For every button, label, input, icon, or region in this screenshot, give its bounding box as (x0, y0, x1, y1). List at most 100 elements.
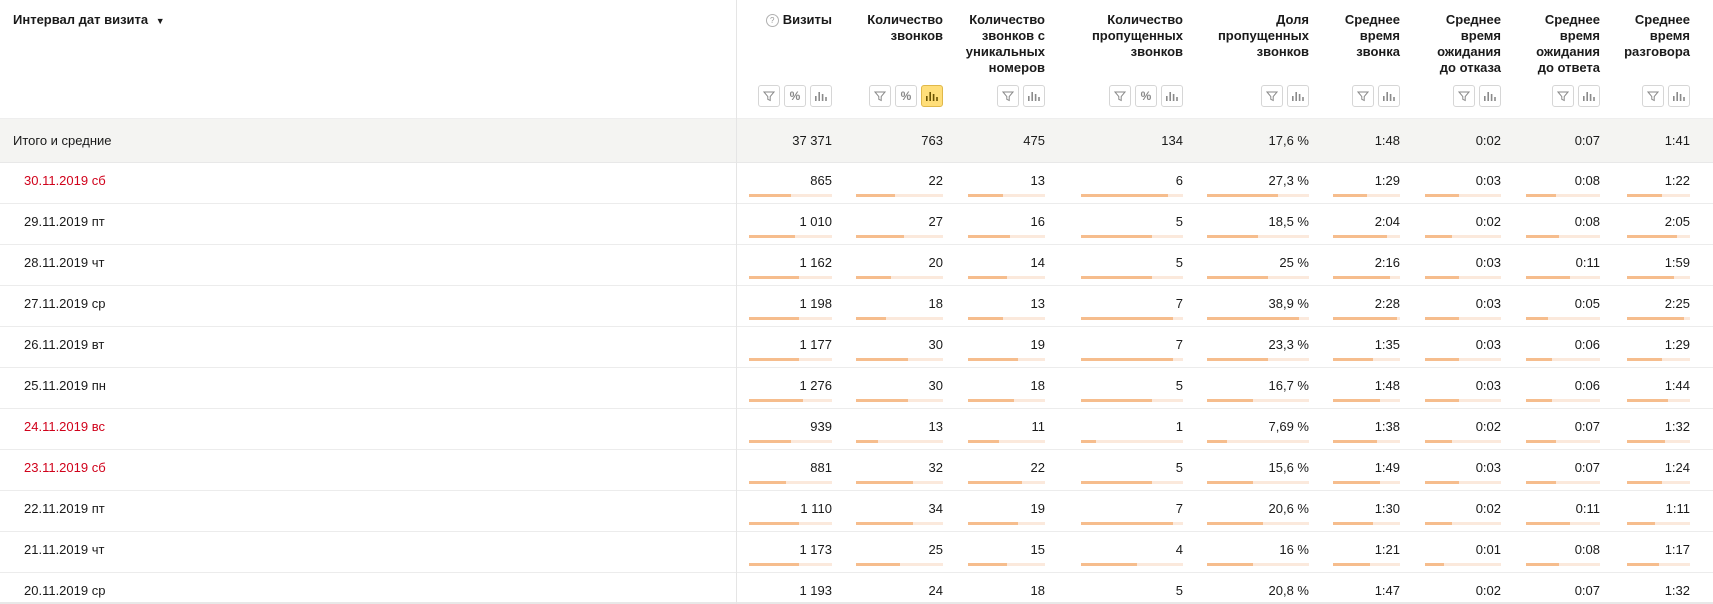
filter-button[interactable] (1352, 85, 1374, 107)
cell-avg_wait_refusal: 0:03 (1475, 173, 1501, 188)
percent-button[interactable]: % (784, 85, 806, 107)
table-row[interactable]: 25.11.2019 пн 1 276 30 18 5 16,7 % 1:48 0:03 0:0… (0, 368, 1713, 409)
column-tools-avg_wait_refusal (1453, 85, 1501, 107)
cell-calls: 22 (928, 173, 943, 188)
help-icon[interactable]: ? (765, 14, 779, 27)
cell-bar-fill (1081, 481, 1152, 484)
cell-bar-fill (1333, 440, 1377, 443)
cell-bar-fill (1207, 276, 1268, 279)
chart-button[interactable] (921, 85, 943, 107)
cell-bar-track (749, 522, 832, 525)
chart-button[interactable] (1479, 85, 1501, 107)
column-header-avg_talk[interactable]: Среднее время разговора (1624, 12, 1690, 60)
column-header-avg_wait_refusal[interactable]: Среднее время ожидания до отказа (1437, 12, 1501, 76)
chart-button[interactable] (1378, 85, 1400, 107)
cell-avg_talk: 1:44 (1664, 378, 1690, 393)
table-row[interactable]: 29.11.2019 пт 1 010 27 16 5 18,5 % 2:04 0:02 0:0… (0, 204, 1713, 245)
cell-bar-fill (1526, 440, 1556, 443)
cell-bar-fill (1627, 522, 1655, 525)
cell-bar-track (749, 194, 832, 197)
cell-bar-fill (1526, 481, 1556, 484)
cell-bar-track (1425, 317, 1501, 320)
chart-button[interactable] (1023, 85, 1045, 107)
cell-bar-track (1526, 522, 1600, 525)
filter-button[interactable] (1261, 85, 1283, 107)
table-row[interactable]: 27.11.2019 ср 1 198 18 13 7 38,9 % 2:28 0:03 0:0… (0, 286, 1713, 327)
filter-button[interactable] (1552, 85, 1574, 107)
cell-bar-track (1333, 358, 1400, 361)
chart-button[interactable] (1668, 85, 1690, 107)
cell-bar-fill (1425, 194, 1459, 197)
cell-bar-fill (1526, 317, 1548, 320)
cell-missed_share: 27,3 % (1268, 173, 1309, 188)
column-header-missed[interactable]: Количество пропущенных звонков (1092, 12, 1183, 60)
column-header-avg_wait_answer[interactable]: Среднее время ожидания до ответа (1536, 12, 1600, 76)
chart-button[interactable] (1161, 85, 1183, 107)
cell-bar-fill (1333, 276, 1390, 279)
table-row[interactable]: 21.11.2019 чт 1 173 25 15 4 16 % 1:21 0:01 0:08 1… (0, 532, 1713, 573)
column-header-missed_share[interactable]: Доля пропущенных звонков (1218, 12, 1309, 60)
column-header-avg_call[interactable]: Среднее время звонка (1345, 12, 1400, 60)
cell-bar-fill (1207, 440, 1227, 443)
cell-avg_wait_refusal: 0:03 (1475, 255, 1501, 270)
column-header-line: Количество (969, 12, 1045, 27)
column-header-calls[interactable]: Количество звонков (867, 12, 943, 44)
cell-bar-track (1333, 522, 1400, 525)
column-header-unique[interactable]: Количество звонков с уникальных номеров (966, 12, 1045, 76)
filter-button[interactable] (1642, 85, 1664, 107)
cell-bar-track (1526, 440, 1600, 443)
table-row[interactable]: 20.11.2019 ср 1 193 24 18 5 20,8 % 1:47 0:02 0:0… (0, 573, 1713, 604)
filter-icon (1557, 90, 1569, 102)
row-date-label: 27.11.2019 ср (24, 296, 106, 311)
cell-bar-track (749, 317, 832, 320)
cell-bar-fill (1526, 563, 1559, 566)
filter-button[interactable] (997, 85, 1019, 107)
cell-bar-fill (1333, 481, 1380, 484)
cell-bar-fill (1627, 358, 1662, 361)
totals-avg_talk: 1:41 (1664, 133, 1690, 148)
row-date-label: 28.11.2019 чт (24, 255, 105, 270)
table-row[interactable]: 23.11.2019 сб 881 32 22 5 15,6 % 1:49 0:03 0:07 1… (0, 450, 1713, 491)
filter-button[interactable] (758, 85, 780, 107)
cell-unique: 18 (1030, 378, 1045, 393)
cell-bar-fill (856, 481, 913, 484)
cell-bar-track (968, 276, 1045, 279)
cell-bar-track (856, 317, 943, 320)
cell-bar-track (1333, 563, 1400, 566)
chart-button[interactable] (1287, 85, 1309, 107)
cell-missed: 5 (1175, 378, 1183, 393)
filter-icon (1002, 90, 1014, 102)
filter-button[interactable] (1453, 85, 1475, 107)
table-row[interactable]: 30.11.2019 сб 865 22 13 6 27,3 % 1:29 0:03 0:08 1… (0, 163, 1713, 204)
percent-button[interactable]: % (1135, 85, 1157, 107)
cell-calls: 32 (928, 460, 943, 475)
table-row[interactable]: 26.11.2019 вт 1 177 30 19 7 23,3 % 1:35 0:03 0:0… (0, 327, 1713, 368)
cell-unique: 19 (1030, 501, 1045, 516)
table-row[interactable]: 22.11.2019 пт 1 110 34 19 7 20,6 % 1:30 0:02 0:1… (0, 491, 1713, 532)
table-row[interactable]: 28.11.2019 чт 1 162 20 14 5 25 % 2:16 0:03 0:11 1… (0, 245, 1713, 286)
cell-bar-fill (749, 522, 799, 525)
filter-button[interactable] (1109, 85, 1131, 107)
table-row[interactable]: 24.11.2019 вс 939 13 11 1 7,69 % 1:38 0:02 0:07 1… (0, 409, 1713, 450)
row-date-label: 20.11.2019 ср (24, 583, 106, 598)
cell-bar-fill (856, 440, 878, 443)
chart-button[interactable] (1578, 85, 1600, 107)
cell-bar-fill (968, 481, 1022, 484)
cell-bar-track (1425, 481, 1501, 484)
filter-button[interactable] (869, 85, 891, 107)
cell-bar-track (1333, 235, 1400, 238)
cell-bar-track (1627, 481, 1690, 484)
grouping-dropdown[interactable]: Интервал дат визита ▼ (13, 12, 165, 27)
column-header-visits[interactable]: ? Визиты (765, 12, 832, 28)
cell-bar-track (749, 563, 832, 566)
cell-bar-track (1425, 522, 1501, 525)
cell-bar-track (856, 358, 943, 361)
cell-avg_wait_refusal: 0:02 (1475, 501, 1501, 516)
percent-button[interactable]: % (895, 85, 917, 107)
chart-button[interactable] (810, 85, 832, 107)
cell-bar-fill (1081, 235, 1152, 238)
cell-unique: 18 (1030, 583, 1045, 598)
column-header-line: время (1359, 28, 1400, 43)
cell-visits: 1 276 (799, 378, 832, 393)
row-date-label: 25.11.2019 пн (24, 378, 106, 393)
